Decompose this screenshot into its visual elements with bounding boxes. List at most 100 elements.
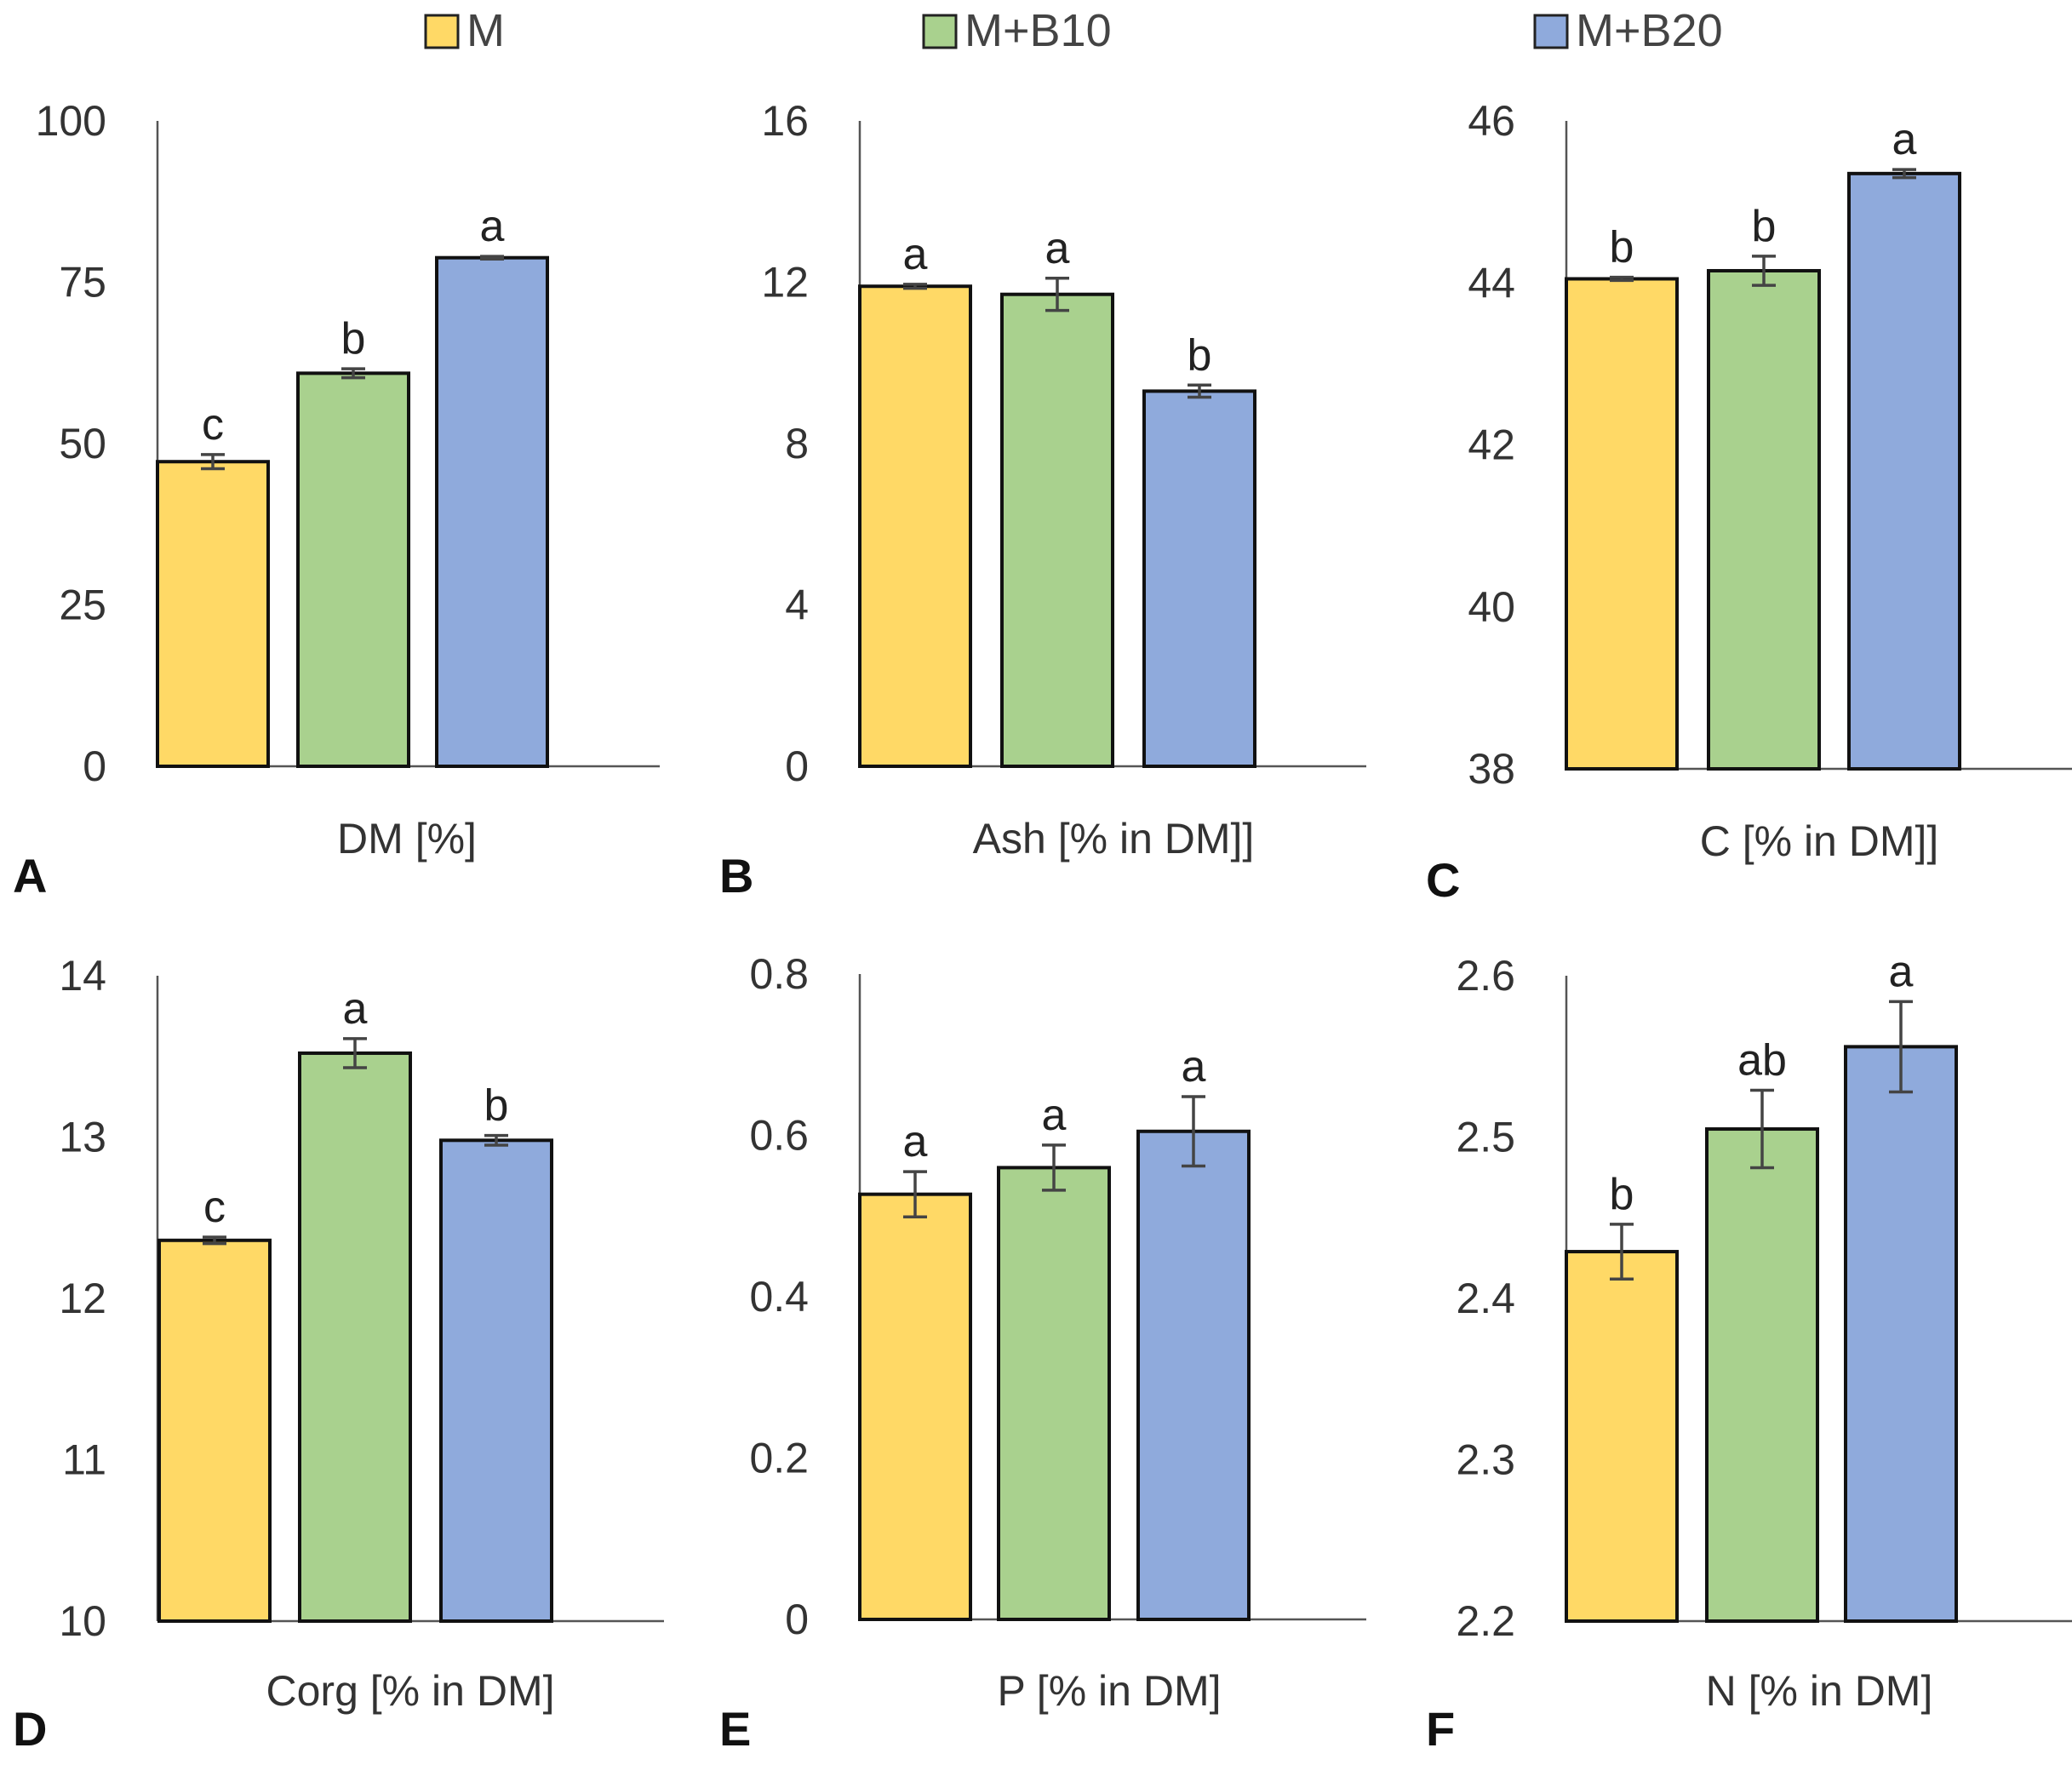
legend-swatch-0	[424, 14, 460, 49]
bar-M+B10	[1705, 1127, 1819, 1623]
error-bar	[341, 367, 365, 380]
error-bar	[1892, 168, 1916, 180]
significance-letter: c	[203, 1183, 226, 1232]
y-tick-label: 0	[785, 1596, 809, 1643]
error-bar	[1610, 275, 1634, 283]
bar-M+B20	[439, 1138, 553, 1624]
x-axis-label: P [% in DM]	[997, 1667, 1221, 1715]
bar-M+B10	[1707, 268, 1821, 771]
y-tick-label: 0.2	[749, 1435, 809, 1482]
error-bar	[1042, 1143, 1066, 1192]
panel-letter: B	[719, 849, 753, 903]
panel-letter: D	[13, 1702, 47, 1756]
significance-letter: a	[903, 1117, 928, 1166]
significance-letter: b	[1610, 1170, 1634, 1219]
y-tick-label: 2.2	[1456, 1597, 1515, 1645]
significance-letter: ab	[1737, 1036, 1787, 1086]
bar-M+B10	[298, 1051, 412, 1623]
error-bar	[203, 1235, 226, 1246]
significance-letter: a	[1892, 115, 1917, 164]
legend-label-0: M	[466, 5, 505, 56]
error-bar	[1750, 1088, 1774, 1170]
x-axis-label: DM [%]	[337, 815, 477, 862]
y-tick-label: 2.3	[1456, 1436, 1515, 1484]
y-tick-label: 2.4	[1456, 1275, 1515, 1322]
y-tick-label: 0	[785, 742, 809, 790]
bar-M+B10	[997, 1166, 1111, 1621]
y-tick-label: 12	[59, 1275, 106, 1322]
bar-M+B20	[1142, 389, 1256, 768]
panel-letter: E	[719, 1702, 751, 1756]
panel-E: 0 0.2 0.4 0.6 0.8 a a a P [% in DM] E	[719, 950, 1366, 1756]
error-bar	[1610, 1223, 1634, 1281]
error-bar	[201, 453, 225, 471]
legend-label-2: M+B20	[1576, 5, 1723, 56]
x-axis-label: Corg [% in DM]	[266, 1667, 555, 1715]
y-tick-label: 38	[1468, 745, 1515, 793]
error-bar	[480, 255, 504, 261]
error-bar	[343, 1037, 367, 1069]
error-bar	[1752, 255, 1776, 287]
bar-M+B20	[1844, 1045, 1958, 1623]
legend: M M+B10 M+B20	[424, 5, 1723, 56]
y-tick-label: 13	[59, 1114, 106, 1161]
y-tick-label: 14	[59, 952, 106, 1000]
bar-M+B20	[1136, 1129, 1251, 1621]
error-bar	[1889, 1000, 1913, 1094]
y-tick-label: 25	[59, 582, 106, 629]
bar-M	[1565, 1250, 1679, 1624]
y-tick-label: 10	[59, 1597, 106, 1645]
error-bar	[1188, 383, 1211, 399]
x-axis-label: C [% in DM]]	[1700, 817, 1939, 865]
significance-letter: c	[202, 400, 224, 450]
significance-letter: a	[903, 230, 928, 279]
significance-letter: b	[341, 314, 366, 364]
y-tick-label: 0	[83, 742, 106, 790]
y-tick-label: 12	[761, 259, 809, 307]
y-tick-label: 0.4	[749, 1273, 809, 1321]
y-tick-label: 0.6	[749, 1112, 809, 1160]
y-tick-label: 46	[1468, 97, 1515, 145]
significance-letter: b	[1752, 202, 1777, 251]
panel-B: 0 4 8 12 16 a a b Ash [% in DM]] B	[719, 97, 1366, 903]
error-bar	[1182, 1095, 1205, 1168]
y-tick-label: 50	[59, 420, 106, 467]
significance-letter: a	[1889, 947, 1914, 996]
y-tick-label: 16	[761, 97, 809, 145]
y-tick-label: 2.6	[1456, 952, 1515, 1000]
y-tick-label: 4	[785, 582, 809, 629]
y-tick-label: 44	[1468, 259, 1515, 307]
panel-letter: C	[1426, 853, 1460, 907]
y-tick-label: 40	[1468, 583, 1515, 631]
panel-F: 2.2 2.3 2.4 2.5 2.6 b ab a N [% in DM] F	[1426, 947, 2072, 1756]
bar-M+B20	[1847, 171, 1961, 771]
legend-swatch-2	[1533, 14, 1569, 49]
bar-M	[1565, 277, 1679, 771]
bar-M	[156, 460, 270, 768]
panel-letter: A	[13, 849, 47, 903]
bar-M	[858, 284, 972, 768]
significance-letter: a	[1042, 1091, 1067, 1140]
y-tick-label: 0.8	[749, 950, 809, 998]
significance-letter: b	[1188, 330, 1212, 380]
error-bar	[484, 1133, 508, 1147]
significance-letter: a	[1182, 1042, 1206, 1092]
legend-label-1: M+B10	[964, 5, 1112, 56]
y-tick-label: 2.5	[1456, 1114, 1515, 1161]
y-tick-label: 11	[62, 1436, 106, 1484]
significance-letter: a	[480, 202, 505, 251]
significance-letter: b	[484, 1081, 509, 1131]
panel-D: 10 11 12 13 14 c a b Corg [% in DM] D	[13, 952, 664, 1756]
bar-M	[157, 1238, 272, 1624]
significance-letter: b	[1610, 223, 1634, 272]
y-tick-label: 42	[1468, 421, 1515, 469]
panel-letter: F	[1426, 1702, 1455, 1756]
x-axis-label: N [% in DM]	[1706, 1667, 1933, 1715]
bar-M+B10	[1000, 292, 1114, 768]
x-axis-label: Ash [% in DM]]	[973, 815, 1255, 862]
panel-A: 0 25 50 75 100 c b a DM [%] A	[13, 97, 660, 903]
significance-letter: a	[343, 984, 368, 1034]
error-bar	[1045, 277, 1069, 312]
